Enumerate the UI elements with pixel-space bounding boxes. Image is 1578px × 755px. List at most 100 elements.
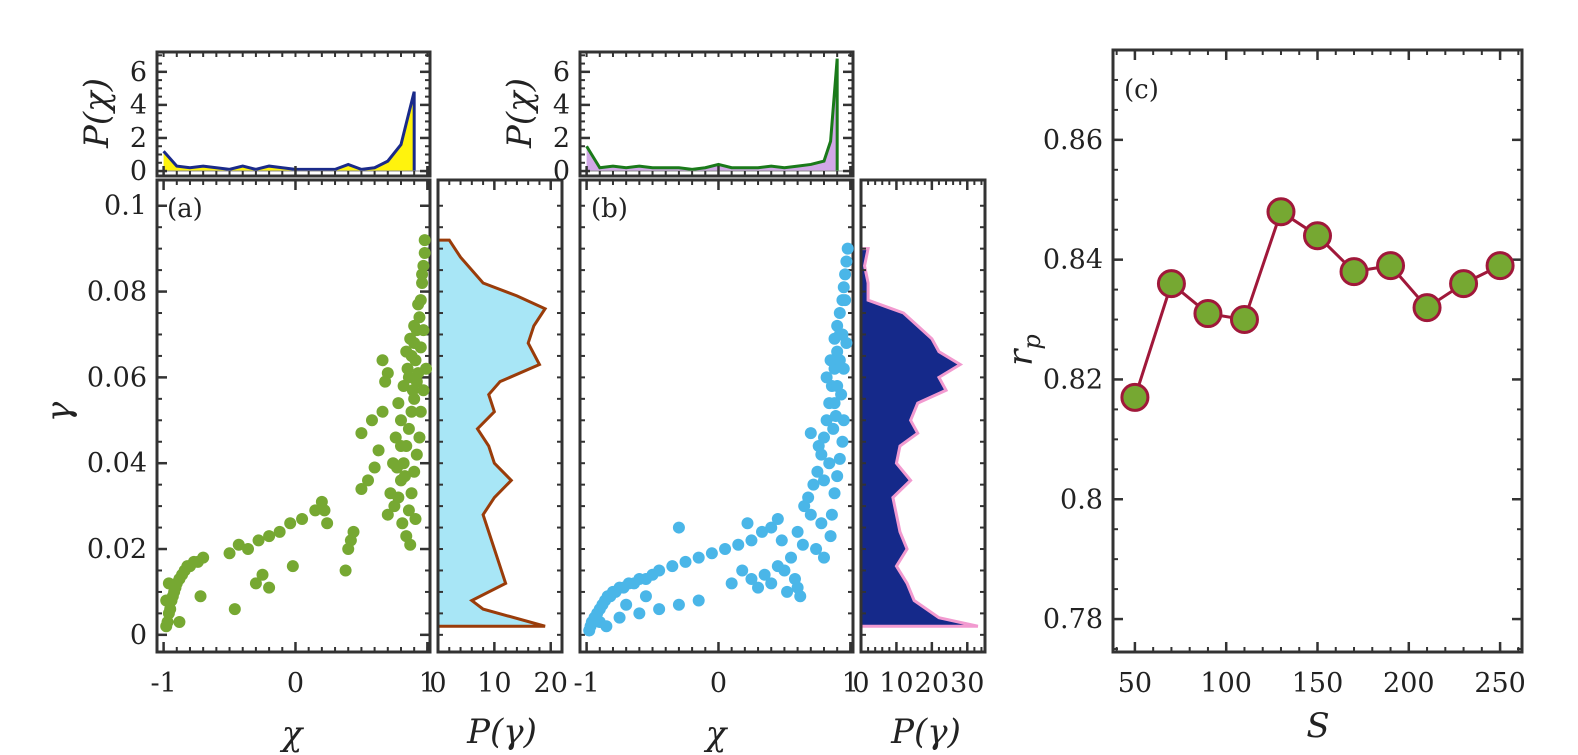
a-point-48: [376, 405, 389, 418]
b-point-48: [778, 564, 791, 577]
b-point-34: [732, 538, 745, 551]
b_side-xtick-label-3: 30: [950, 668, 984, 699]
r-p-axis-label-sub: p: [1018, 334, 1046, 349]
b_top-fill: [586, 58, 838, 172]
b-point-58: [802, 491, 815, 504]
b-point-82: [831, 319, 844, 332]
b_top-frame: [578, 50, 855, 178]
a-point-50: [376, 354, 389, 367]
b_side-line: [861, 247, 979, 628]
b-point-25: [692, 594, 705, 607]
c-point-4: [1266, 197, 1296, 227]
a-point-34: [249, 577, 262, 590]
a_side-xtick-label-0: 0: [429, 668, 446, 699]
r-p-axis-label-main: r: [1001, 348, 1041, 366]
a-point-18: [194, 590, 207, 603]
b-point-23: [653, 603, 666, 616]
a-point-73: [397, 379, 410, 392]
b_side-fill: [861, 248, 978, 627]
b-point-73: [823, 457, 836, 470]
a-point-67: [402, 504, 415, 517]
a-point-33: [318, 504, 331, 517]
a-point-46: [365, 414, 378, 427]
a-point-23: [232, 538, 245, 551]
a-point-17: [173, 615, 186, 628]
b-point-27: [639, 590, 652, 603]
b-point-44: [752, 581, 765, 594]
a-point-21: [162, 577, 175, 590]
b_side-xtick-label-1: 10: [879, 668, 913, 699]
a-point-82: [418, 246, 431, 259]
panel-b-label: (b): [591, 194, 628, 224]
b-point-42: [736, 564, 749, 577]
b-frame: [578, 178, 855, 654]
b-point-39: [672, 521, 685, 534]
a-point-95: [398, 470, 411, 483]
a-ytick-label-3: 0.06: [87, 362, 147, 393]
a-point-42: [355, 482, 368, 495]
b-point-77: [833, 452, 846, 465]
a-point-90: [406, 384, 419, 397]
c-xtick-label-1: 100: [1200, 668, 1252, 699]
b-point-41: [725, 577, 738, 590]
b-point-79: [820, 371, 833, 384]
chi-axis-label-a: χ: [280, 714, 305, 754]
a-point-88: [400, 345, 413, 358]
b-point-36: [756, 525, 768, 538]
a_top-ytick-label-0: 0: [130, 156, 147, 187]
a-point-91: [409, 354, 422, 367]
a-point-44: [368, 461, 381, 474]
b-point-80: [824, 354, 837, 367]
a_side-xtick-label-1: 10: [477, 668, 511, 699]
a-frame: [155, 178, 432, 654]
p-gamma-axis-label-b: P(γ): [890, 712, 961, 752]
a-ytick-label-0: 0: [130, 620, 147, 651]
a-point-101: [420, 362, 433, 375]
c-point-3: [1229, 305, 1259, 335]
c-point-6: [1339, 257, 1369, 287]
b_top-line: [585, 58, 839, 172]
a-point-96: [396, 517, 409, 530]
panel-a-scatter: -1 0 100.020.040.060.080.1: [87, 178, 436, 699]
a-point-27: [273, 525, 286, 538]
b-xtick-label-0: -1: [573, 668, 599, 699]
p-chi-axis-label-b: P(χ): [500, 78, 540, 149]
a-point-29: [296, 512, 309, 525]
chi-axis-label-b: χ: [704, 714, 729, 754]
b_top-ytick-label-3: 6: [553, 57, 570, 88]
b-point-93: [828, 397, 841, 410]
c-ytick-label-3: 0.84: [1043, 245, 1103, 276]
b-xtick-label-2: 1: [842, 668, 859, 699]
a-point-22: [223, 547, 236, 560]
b-point-33: [719, 543, 732, 556]
b_top-ytick-label-0: 0: [553, 156, 570, 187]
a-point-100: [417, 384, 430, 397]
b-point-71: [812, 440, 825, 453]
c-xtick-label-4: 250: [1474, 668, 1526, 699]
a-point-103: [391, 461, 404, 474]
a-point-30: [309, 504, 322, 517]
a-xtick-label-1: 0: [287, 668, 304, 699]
b-point-54: [775, 534, 788, 547]
a-point-61: [405, 405, 418, 418]
a-point-83: [418, 234, 431, 247]
b-point-24: [672, 598, 685, 611]
b-point-100: [810, 543, 823, 556]
a-point-97: [404, 538, 417, 551]
b-point-35: [745, 534, 758, 547]
b_side-frame: [859, 178, 987, 654]
a-point-41: [347, 525, 360, 538]
b-point-96: [835, 388, 848, 401]
a-point-89: [402, 371, 415, 384]
b-point-22: [633, 607, 646, 620]
a-ytick-label-4: 0.08: [87, 277, 147, 308]
a-point-98: [409, 512, 422, 525]
c-ytick-label-0: 0.78: [1043, 604, 1103, 635]
a-point-28: [284, 517, 297, 530]
a-point-38: [339, 564, 352, 577]
b-point-85: [837, 281, 850, 294]
b_top-ytick-label-1: 2: [553, 123, 570, 154]
a_side-frame: [436, 178, 564, 654]
b-point-88: [841, 242, 854, 255]
b-point-37: [765, 521, 778, 534]
